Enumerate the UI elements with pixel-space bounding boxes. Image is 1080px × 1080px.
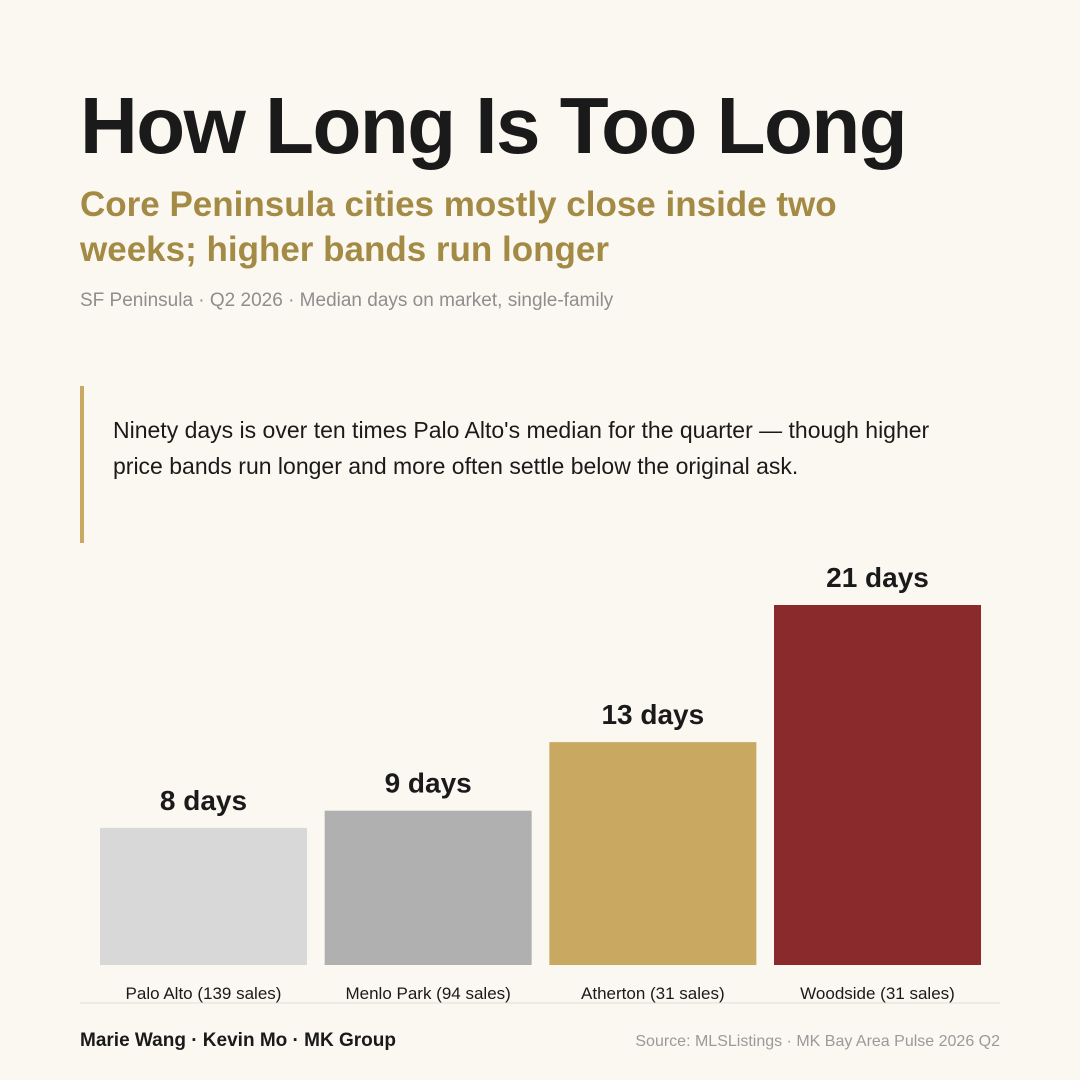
category-label: Woodside (31 sales) [800, 984, 955, 1003]
bar [100, 827, 307, 965]
page-title: How Long Is Too Long [80, 81, 908, 170]
chart-meta: SF Peninsula · Q2 2026 · Median days on … [80, 290, 614, 311]
bar [324, 810, 532, 965]
page-subtitle: Core Peninsula cities mostly close insid… [80, 185, 837, 269]
footer-source: Source: MLSListings · MK Bay Area Pulse … [635, 1033, 1000, 1050]
data-label: 21 days [826, 562, 929, 593]
callout-text: Ninety days is over ten times Palo Alto'… [113, 417, 930, 479]
data-label: 13 days [601, 699, 704, 730]
data-label: 8 days [160, 785, 247, 816]
bar [549, 742, 757, 965]
data-label: 9 days [385, 768, 472, 799]
category-label: Atherton (31 sales) [581, 984, 725, 1003]
bar [774, 604, 982, 965]
category-label: Menlo Park (94 sales) [345, 984, 510, 1003]
footer-credits: Marie Wang · Kevin Mo · MK Group [80, 1030, 396, 1051]
category-label: Palo Alto (139 sales) [126, 984, 282, 1003]
callout-quote: Ninety days is over ten times Palo Alto'… [80, 386, 960, 543]
